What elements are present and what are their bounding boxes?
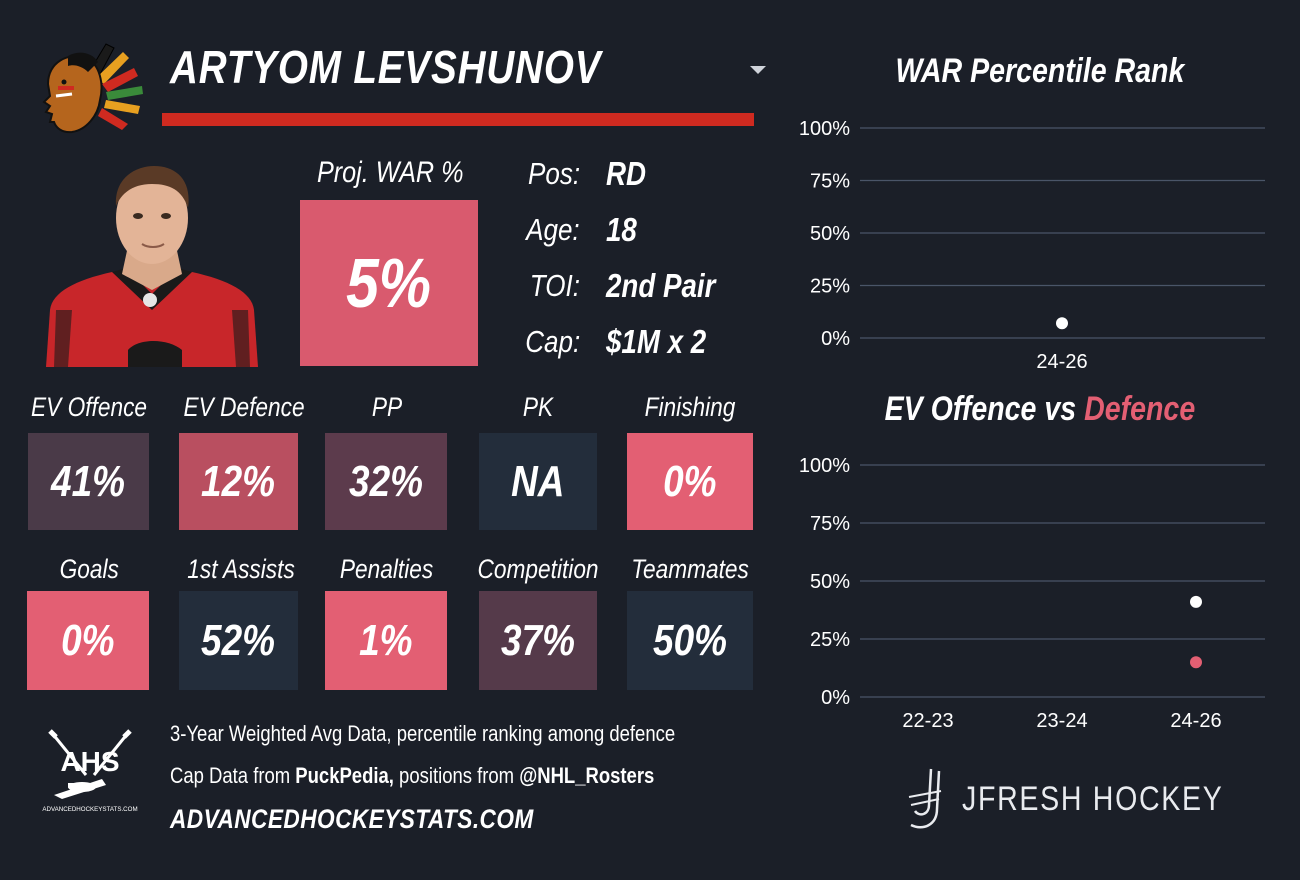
ahs-logo-icon: AHS ADVANCEDHOCKEYSTATS.COM xyxy=(42,729,138,813)
stat-tile-1st-assists: 52% xyxy=(179,591,298,690)
stat-label-penalties: Penalties xyxy=(340,554,434,584)
info-label-toi: TOI: xyxy=(530,268,581,303)
footer-note-line1: 3-Year Weighted Avg Data, percentile ran… xyxy=(170,721,676,746)
chart1-xtick-label: 24-26 xyxy=(1036,351,1087,373)
info-label-age: Age: xyxy=(526,212,580,247)
jfresh-logo-icon xyxy=(908,768,942,829)
chart1-point xyxy=(1056,317,1068,330)
chart2-point xyxy=(1190,656,1202,669)
chart1-ytick-label: 100% xyxy=(799,118,850,140)
footer-note-line2: Cap Data from PuckPedia, positions from … xyxy=(170,763,655,788)
stat-label-pk: PK xyxy=(522,392,554,422)
chart1-ytick-label: 0% xyxy=(821,328,850,350)
chart1-title: WAR Percentile Rank xyxy=(895,52,1185,90)
stat-tile-goals: 0% xyxy=(27,591,149,690)
stat-label-competition: Competition xyxy=(477,554,599,584)
site-url-link[interactable]: ADVANCEDHOCKEYSTATS.COM xyxy=(170,804,534,834)
player-name: ARTYOM LEVSHUNOV xyxy=(170,41,602,93)
ahs-logo-subtext: ADVANCEDHOCKEYSTATS.COM xyxy=(42,806,137,813)
nhl-rosters-link[interactable]: @NHL_Rosters xyxy=(519,763,655,788)
stat-label-pp: PP xyxy=(371,392,403,422)
player-headshot xyxy=(46,166,258,367)
stat-tile-finishing: 0% xyxy=(627,433,753,530)
info-value-cap: $1M x 2 xyxy=(606,323,707,360)
chart2-ytick-label: 50% xyxy=(810,571,850,593)
chart2-ytick-label: 0% xyxy=(821,687,850,709)
chart2-ytick-label: 100% xyxy=(799,455,850,477)
info-value-age: 18 xyxy=(606,211,637,248)
title-underline xyxy=(162,113,754,126)
info-value-toi: 2nd Pair xyxy=(606,267,716,304)
info-label-pos: Pos: xyxy=(527,156,581,191)
stat-label-ev-defence: EV Defence xyxy=(183,392,305,422)
jfresh-brand: JFRESH HOCKEY xyxy=(962,780,1224,818)
stat-label-1st-assists: 1st Assists xyxy=(187,554,295,584)
stat-tile-teammates: 50% xyxy=(627,591,753,690)
proj-war-value: 5% xyxy=(346,244,432,322)
stat-tile-pp: 32% xyxy=(325,433,447,530)
chart2-title: EV Offence vs Defence xyxy=(884,390,1196,428)
info-value-pos: RD xyxy=(606,155,647,192)
stat-tile-ev-offence: 41% xyxy=(28,433,149,530)
ahs-logo-text: AHS xyxy=(60,746,119,777)
chevron-down-icon[interactable] xyxy=(750,66,766,74)
chart2-xtick-label: 22-23 xyxy=(902,710,953,732)
proj-war-label: Proj. WAR % xyxy=(316,156,464,189)
stat-tile-pk: NA xyxy=(479,433,597,530)
chart2-xtick-label: 24-26 xyxy=(1170,710,1221,732)
stat-label-goals: Goals xyxy=(59,554,119,584)
ev-offence-defence-chart: 0% 25% 50% 75% 100% 22-23 23-24 24-26 xyxy=(799,455,1265,732)
proj-war-box: 5% xyxy=(300,200,478,366)
stat-tile-competition: 37% xyxy=(479,591,597,690)
chart2-point xyxy=(1190,595,1202,608)
stat-label-teammates: Teammates xyxy=(631,554,749,584)
stat-label-ev-offence: EV Offence xyxy=(30,392,147,422)
chart2-ytick-label: 25% xyxy=(810,629,850,651)
stat-tile-ev-defence: 12% xyxy=(179,433,298,530)
stat-tile-penalties: 1% xyxy=(325,591,447,690)
chart2-xtick-label: 23-24 xyxy=(1036,710,1087,732)
puckpedia-link[interactable]: PuckPedia, xyxy=(295,763,394,788)
stat-label-finishing: Finishing xyxy=(644,392,736,422)
chart2-ytick-label: 75% xyxy=(810,513,850,535)
info-label-cap: Cap: xyxy=(524,324,580,359)
war-percentile-chart: 0% 25% 50% 75% 100% 24-26 xyxy=(799,118,1265,373)
chart1-ytick-label: 50% xyxy=(810,223,850,245)
team-logo-icon xyxy=(42,43,143,134)
chart1-ytick-label: 25% xyxy=(810,276,850,298)
chart1-ytick-label: 75% xyxy=(810,171,850,193)
